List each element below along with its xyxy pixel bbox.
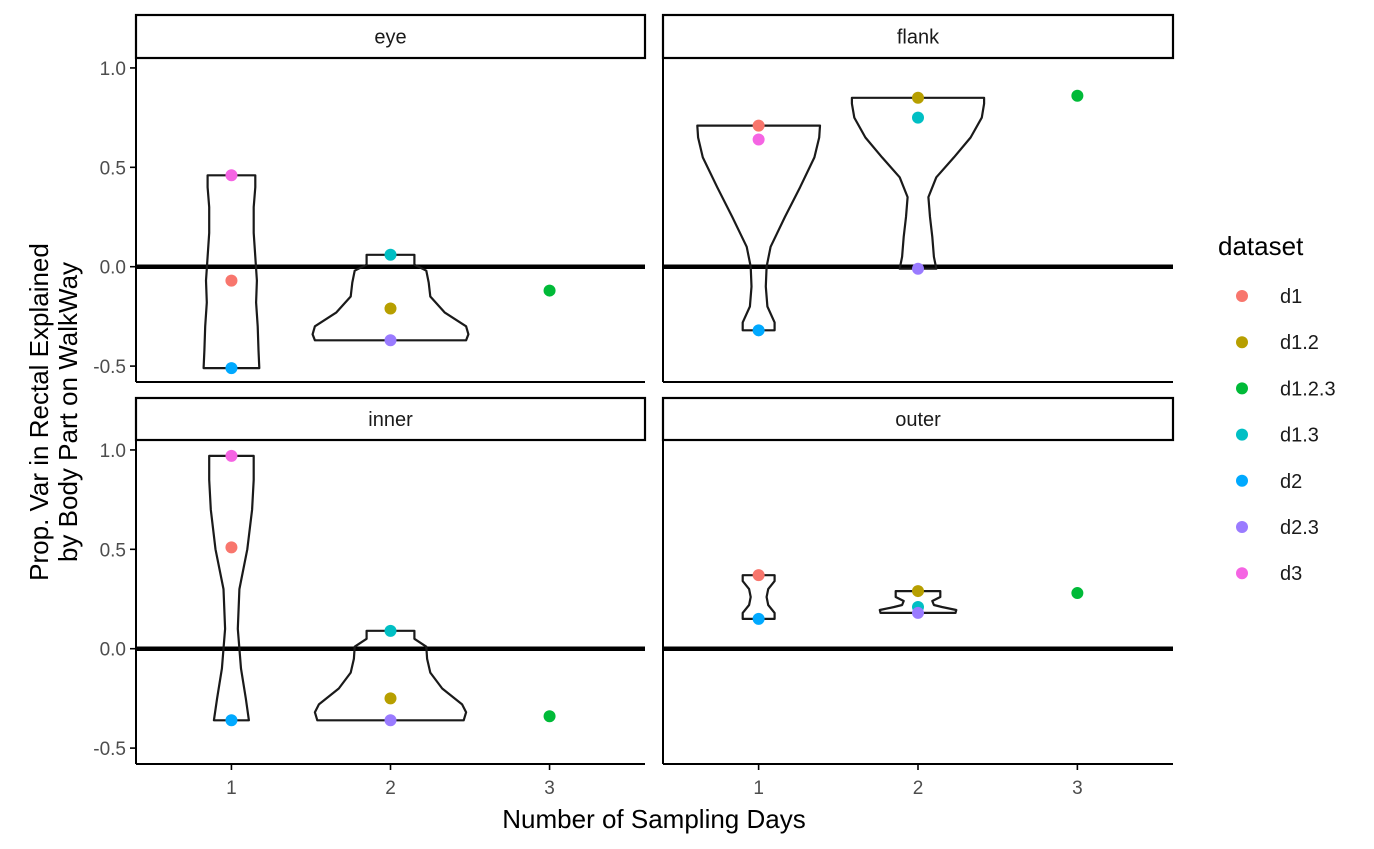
data-point-d1.2.3 <box>1071 587 1084 600</box>
data-point-d1.2.3 <box>543 710 556 723</box>
data-point-d1 <box>225 274 238 287</box>
data-point-d3 <box>225 449 238 462</box>
facet-panel-flank: flank <box>661 13 1175 383</box>
y-axis-label-line-1: Prop. Var in Rectal Explained <box>24 243 54 581</box>
facet-strip-label: inner <box>368 409 413 431</box>
data-point-d1.2.3 <box>1071 89 1084 102</box>
data-point-d1.3 <box>384 624 397 637</box>
data-point-d1.2 <box>384 692 397 705</box>
data-point-d1 <box>225 541 238 554</box>
x-tick-label: 2 <box>385 778 396 799</box>
legend-label-d1: d1 <box>1280 286 1302 308</box>
violin-shape <box>313 629 468 722</box>
violin-shape <box>741 574 776 620</box>
x-tick-label: 3 <box>544 778 555 799</box>
y-tick-label: -0.5 <box>93 739 126 760</box>
x-tick-label: 1 <box>226 778 237 799</box>
y-tick-label: 1.0 <box>100 441 126 462</box>
data-point-d1.2.3 <box>543 284 556 297</box>
data-point-d2 <box>752 612 765 625</box>
data-point-d1.2 <box>384 302 397 315</box>
legend-label-d1.2.3: d1.2.3 <box>1280 378 1336 400</box>
legend-label-d3: d3 <box>1280 563 1302 585</box>
facet-strip <box>134 396 647 442</box>
facet-panel-outer: outer 1 2 3 <box>661 396 1175 799</box>
data-point-d1.2 <box>912 585 924 598</box>
facet-panel-eye: eye 1.0 0.5 0.0 -0.5 <box>93 13 647 383</box>
data-point-d3 <box>225 169 238 182</box>
legend-key-d2.3 <box>1236 521 1248 533</box>
legend-title: dataset <box>1218 231 1304 261</box>
data-point-d1 <box>752 119 765 132</box>
facet-strip <box>661 396 1175 442</box>
data-point-d2.3 <box>384 334 397 347</box>
y-tick-label: 0.5 <box>100 158 126 179</box>
legend-key-d1.2 <box>1236 336 1248 349</box>
legend-label-d1.2: d1.2 <box>1280 332 1319 354</box>
y-tick-label: 0.0 <box>100 640 126 661</box>
y-tick-label: 0.0 <box>100 258 126 279</box>
panels-layer: eye 1.0 0.5 0.0 -0.5 flank inner 1.0 0.5 0.0 -0.5 1… <box>93 13 1175 799</box>
violin-shape <box>202 174 261 370</box>
data-point-d1.3 <box>912 111 924 124</box>
facet-strip-label: flank <box>897 27 940 49</box>
violin-shape <box>696 124 822 332</box>
legend: dataset d1 d1.2 d1.2.3 d1.3 d2 d2.3 d3 <box>1218 231 1336 585</box>
y-tick-label: 0.5 <box>100 540 126 561</box>
facet-strip <box>661 13 1175 60</box>
violin-shape <box>208 454 255 722</box>
legend-key-d3 <box>1236 567 1248 580</box>
data-point-d1.3 <box>384 248 397 261</box>
data-point-d3 <box>752 133 765 146</box>
violin-shape <box>311 253 470 342</box>
legend-key-d2 <box>1236 474 1248 487</box>
legend-label-d1.3: d1.3 <box>1280 425 1319 447</box>
x-tick-label: 3 <box>1072 778 1083 799</box>
facet-strip-label: eye <box>374 27 406 49</box>
legend-label-d2.3: d2.3 <box>1280 517 1319 539</box>
legend-label-d2: d2 <box>1280 471 1302 493</box>
legend-entries: d1 d1.2 d1.2.3 d1.3 d2 d2.3 d3 <box>1236 286 1336 585</box>
x-tick-label: 1 <box>753 778 764 799</box>
data-point-d1.2 <box>912 91 924 104</box>
facet-panel-inner: inner 1.0 0.5 0.0 -0.5 1 2 3 <box>93 396 647 799</box>
data-point-d2.3 <box>912 262 924 275</box>
data-point-d2.3 <box>912 606 924 619</box>
y-tick-label: -0.5 <box>93 357 126 378</box>
violin-shape <box>850 96 986 270</box>
legend-key-d1 <box>1236 290 1248 302</box>
violin-shape <box>878 590 958 614</box>
facet-strip <box>134 13 647 60</box>
x-tick-label: 2 <box>913 778 924 799</box>
data-point-d1 <box>752 569 765 582</box>
facet-strip-label: outer <box>895 409 941 431</box>
data-point-d2 <box>752 324 765 337</box>
data-point-d2.3 <box>384 714 397 727</box>
y-axis-label-line-2: by Body Part on WalkWay <box>53 262 83 562</box>
y-tick-label: 1.0 <box>100 59 126 80</box>
legend-key-d1.2.3 <box>1236 382 1248 395</box>
legend-key-d1.3 <box>1236 428 1248 441</box>
y-axis-label: Prop. Var in Rectal Explained by Body Pa… <box>24 243 83 581</box>
x-axis-label: Number of Sampling Days <box>502 804 805 834</box>
data-point-d2 <box>225 714 238 727</box>
data-point-d2 <box>225 362 238 375</box>
